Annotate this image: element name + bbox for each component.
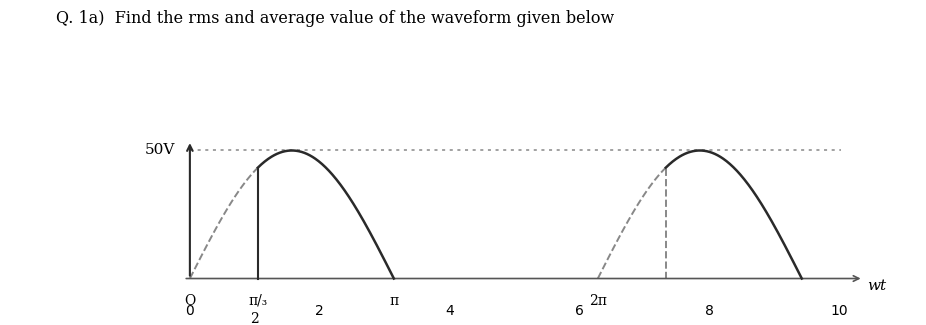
Text: Q. 1a)  Find the rms and average value of the waveform given below: Q. 1a) Find the rms and average value of… (56, 10, 614, 27)
Text: 2π: 2π (589, 294, 607, 308)
Text: π: π (389, 294, 398, 308)
Text: 2: 2 (250, 312, 259, 325)
Text: wt: wt (867, 279, 886, 293)
Text: O: O (184, 294, 195, 308)
Text: π/₃: π/₃ (248, 294, 268, 308)
Text: 50V: 50V (145, 143, 176, 158)
